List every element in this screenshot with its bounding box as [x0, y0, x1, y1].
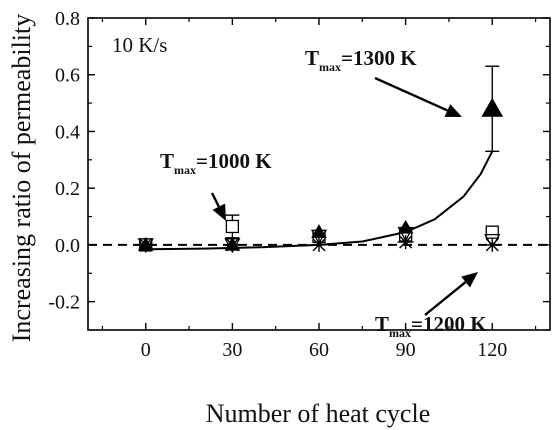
annotation-arrow-shaft	[425, 282, 466, 315]
y-tick-label: 0.0	[55, 235, 80, 257]
data-point-triangle	[482, 99, 502, 117]
data-point-asterisk	[224, 238, 240, 252]
annotation-layer: Tmax=1000 K Tmax=1300 K Tmax=1200 K	[160, 46, 487, 340]
annotation-arrow-shaft	[375, 78, 447, 110]
x-tick-label: 120	[477, 339, 507, 361]
y-tick-label: 0.6	[55, 65, 80, 87]
data-point-asterisk	[398, 235, 414, 249]
annotation-label: Tmax=1300 K	[305, 46, 417, 74]
y-axis-title: Increasing ratio of permeability	[7, 14, 36, 342]
data-point-square	[486, 226, 498, 238]
axes-layer: 0 30 60 90 120 -0.2 0.0 0.2 0.4 0.6 0.8	[48, 8, 550, 361]
annotation-arrow-shaft	[212, 193, 219, 207]
data-layer	[88, 66, 550, 252]
data-point-square	[226, 220, 238, 232]
y-tick-label: 0.2	[55, 178, 80, 200]
x-tick-label: 30	[222, 339, 242, 361]
y-tick-label: 0.8	[55, 8, 80, 30]
x-tick-label: 90	[396, 339, 416, 361]
x-tick-label: 0	[141, 339, 151, 361]
data-point-asterisk	[484, 238, 500, 252]
data-point-asterisk	[138, 238, 154, 252]
annotation-label: Tmax=1000 K	[160, 149, 272, 177]
annotation-arrow-head	[461, 272, 478, 288]
annotation-label: Tmax=1200 K	[375, 312, 487, 340]
x-axis-title: Number of heat cycle	[206, 399, 431, 428]
y-tick-label: 0.4	[55, 121, 80, 143]
y-tick-label: -0.2	[48, 292, 80, 314]
heating-rate-label: 10 K/s	[112, 33, 167, 57]
data-point-asterisk	[311, 238, 327, 252]
x-tick-label: 60	[309, 339, 329, 361]
